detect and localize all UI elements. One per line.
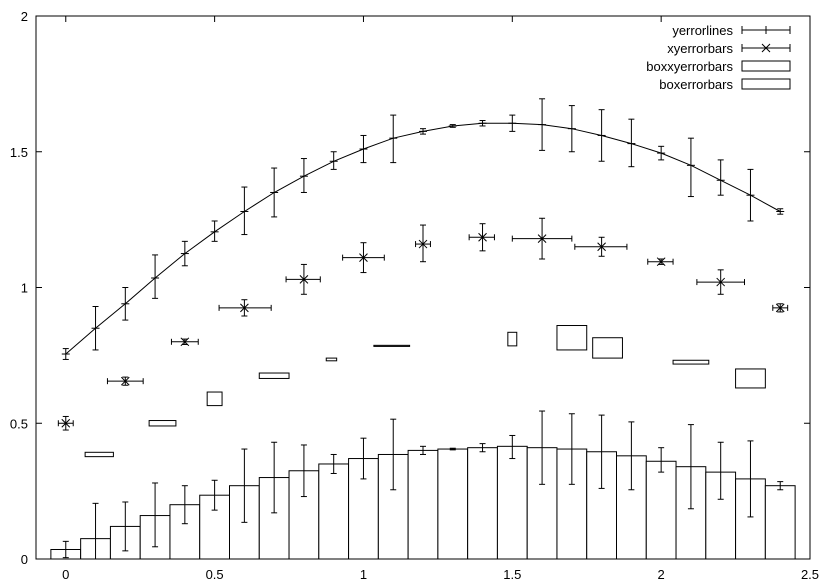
boxerrorbar-box (407, 449, 439, 560)
boxerrorbar-box (467, 447, 498, 560)
x-tick-label: 0 (62, 567, 69, 582)
boxxyerrorbar-box (84, 451, 114, 458)
y-tick-label: 1.5 (10, 145, 28, 160)
x-tick-label: 0.5 (206, 567, 224, 582)
boxxyerrorbar-box (672, 359, 710, 365)
xyerrorbar-point (478, 232, 487, 242)
xyerrorbar-point (716, 277, 726, 287)
boxerrorbar-box (645, 460, 677, 560)
xyerrorbar-point (359, 253, 368, 262)
legend-label: yerrorlines (672, 23, 733, 38)
boxxyerrorbar-box (507, 331, 518, 347)
legend-label: boxerrorbars (659, 77, 733, 92)
x-tick-label: 2.5 (801, 567, 819, 582)
xyerrorbar-point (61, 418, 71, 428)
xyerrorbar-point (656, 257, 666, 267)
x-tick-label: 1 (360, 567, 367, 582)
legend-label: boxxyerrorbars (646, 59, 733, 74)
y-tick-label: 2 (21, 9, 28, 24)
x-tick-label: 1.5 (503, 567, 521, 582)
boxxyerrorbar-box (556, 325, 588, 351)
boxxyerrorbar-box (206, 391, 223, 407)
boxerrorbar-box (764, 485, 796, 560)
y-tick-label: 0 (21, 552, 28, 567)
xyerrorbar-point (299, 275, 309, 284)
xyerrorbar-point (537, 234, 547, 243)
boxxyerrorbar-box (735, 368, 766, 389)
boxxyerrorbar-box (592, 337, 623, 359)
boxxyerrorbar-box (325, 357, 338, 362)
x-tick-label: 2 (658, 567, 665, 582)
legend-sample-box (741, 60, 791, 72)
xyerrorbar-point (597, 242, 606, 252)
boxerrorbar-box (616, 455, 647, 560)
boxxyerrorbar-box (373, 344, 411, 347)
y-tick-label: 1 (21, 281, 28, 296)
xyerrorbar-point (418, 239, 428, 249)
series-boxxyerrorbars (84, 325, 766, 458)
xyerrorbar-point (180, 337, 190, 347)
boxxyerrorbar-box (258, 372, 290, 379)
series-boxerrorbars (50, 410, 796, 560)
boxerrorbar-box (437, 448, 469, 560)
xyerrorbar-point (240, 303, 249, 313)
y-tick-label: 0.5 (10, 416, 28, 431)
series-yerrorlines (61, 98, 785, 360)
legend-label: xyerrorbars (667, 41, 733, 56)
boxerrorbar-box (675, 466, 707, 560)
boxxyerrorbar-box (148, 420, 177, 427)
xyerrorbar-point (775, 303, 785, 313)
legend-sample-point (761, 43, 771, 53)
boxerrorbar-box (318, 463, 350, 560)
xyerrorbar-point (120, 376, 130, 386)
plot-area (50, 98, 796, 560)
boxerrorbar-box (496, 445, 528, 560)
legend: yerrorlines xyerrorbars boxxyerrorbars boxe… (646, 23, 791, 92)
legend-sample-box (741, 78, 791, 90)
series-xyerrorbars (57, 217, 789, 431)
